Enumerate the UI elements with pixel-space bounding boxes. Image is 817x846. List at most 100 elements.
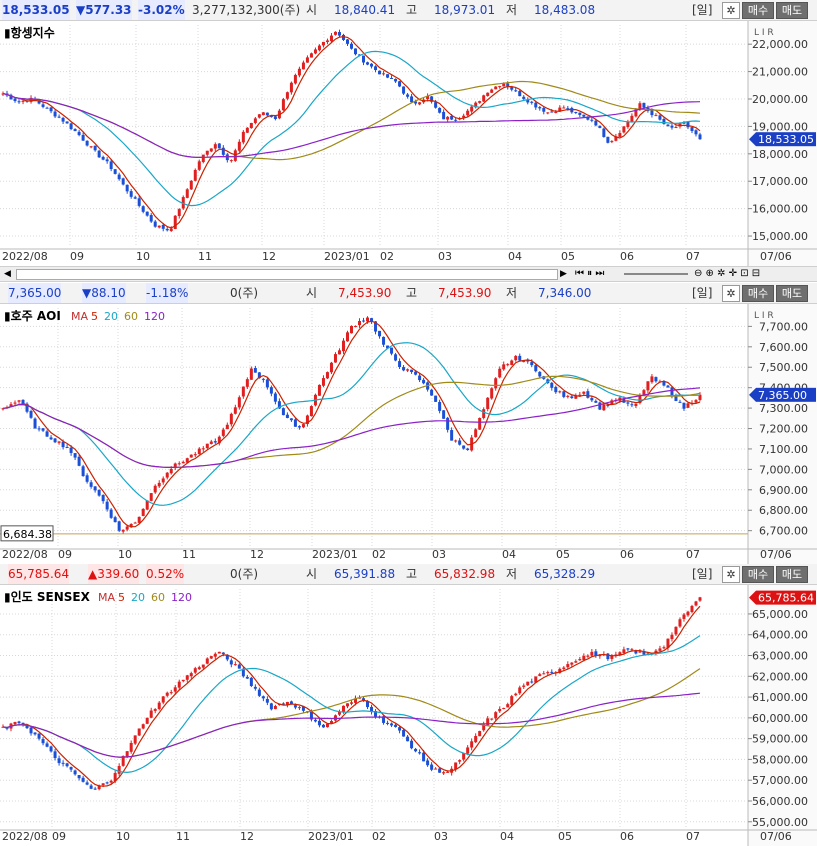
candle-body [682,614,686,619]
y-tick-label: 56,000.00 [752,795,808,808]
candle-body [129,523,133,528]
candle-body [53,751,57,759]
candle-body [9,404,13,407]
y-tick-label: 64,000.00 [752,629,808,642]
candle-body [550,382,554,388]
candle-body [634,109,638,117]
candle-body [382,336,386,345]
current-price-label: 7,365.00 [758,389,807,402]
candle-body [586,655,590,657]
change: ▲339.60 [88,564,140,584]
x-tick-label: 02 [380,250,394,263]
chart-hangseng: 22,000.00 21,000.00 20,000.00 19,000.00 18,0… [0,21,817,266]
candle-body [301,706,305,711]
candle-body [670,387,674,397]
chart-title: ▮인도 SENSEX [4,589,91,604]
ma5-line [2,320,701,528]
candle-body [297,68,301,76]
candle-body [466,110,470,116]
y-tick-label: 59,000.00 [752,733,808,746]
candle-body [73,453,77,458]
sell-button[interactable]: 매도 [776,2,808,19]
candle-body [61,441,65,448]
candle-body [29,727,33,734]
candle-body [490,89,494,93]
candle-body [189,180,193,190]
candle-body [622,126,626,133]
candle-body [53,111,57,117]
buy-button[interactable]: 매수 [742,285,774,302]
candle-body [530,362,534,366]
candle-body [498,86,502,88]
x-tick-label: 2022/08 [2,250,48,263]
ma5-line [2,36,701,229]
candle-body [450,116,454,120]
candle-body [598,125,602,128]
candle-body [446,417,450,430]
candle-body [550,111,554,113]
price: 65,785.64 [8,564,70,584]
x-tick-label: 09 [70,250,84,263]
candle-body [329,362,333,373]
candle-body [410,96,414,103]
chart-sensex: 65,000.00 64,000.00 63,000.00 62,000.00 61,0… [0,585,817,846]
candle-body [53,438,57,443]
candle-body [454,119,458,121]
settings-icon[interactable]: ✲ [722,285,740,302]
period-select[interactable]: [일] [692,3,713,17]
zoom-controls-icon[interactable]: ⊖ ⊕ ✲ ✛ ⊡ ⊟ [694,268,761,279]
candle-body [574,661,578,663]
y-tick-label: 7,500.00 [759,361,808,374]
sell-button[interactable]: 매도 [776,566,808,583]
candle-body [502,83,506,87]
candle-body [121,178,125,185]
candle-body [89,482,93,487]
buy-button[interactable]: 매수 [742,2,774,19]
candle-body [674,396,678,401]
candle-body [482,95,486,102]
candle-body [333,354,337,363]
candle-body [602,128,606,137]
playback-controls-icon[interactable]: ⏮ ⏸ ⏭ [575,268,605,279]
candle-body [650,376,654,383]
buy-button[interactable]: 매수 [742,566,774,583]
candle-body [41,739,45,744]
ma-legend-item: MA [71,310,88,323]
candle-body [269,703,273,710]
x-tick-label: 03 [432,548,446,561]
candle-body [81,466,85,477]
candle-body [658,115,662,120]
candle-body [25,403,29,412]
y-tick-label: 6,900.00 [759,484,808,497]
candle-body [426,760,430,766]
candle-body [486,718,490,726]
y-tick-label: 19,000.00 [752,120,808,133]
candle-body [514,693,518,696]
candle-body [129,742,133,752]
chart-scrollbar[interactable]: ◀ ▶ ⏮ ⏸ ⏭ ⊖ ⊕ ✲ ✛ ⊡ ⊟ [0,266,817,282]
candle-body [494,712,498,719]
period-select[interactable]: [일] [692,567,713,581]
scroll-right-icon[interactable]: ▶ [560,269,567,279]
x-tick-label: 2022/08 [2,830,48,843]
sell-button[interactable]: 매도 [776,285,808,302]
x-tick-label: 07 [686,830,700,843]
zoom-slider[interactable] [624,273,688,275]
candle-body [321,378,325,386]
candle-body [530,101,534,103]
scroll-left-icon[interactable]: ◀ [4,269,11,279]
candle-body [578,112,582,115]
period-select[interactable]: [일] [692,286,713,300]
open-value: 7,453.90 [338,286,392,300]
candle-body [225,654,229,660]
candle-body [81,777,85,782]
candle-body [69,123,73,130]
scroll-thumb[interactable] [16,269,558,280]
candle-body [366,62,370,65]
candle-body [414,748,418,752]
x-tick-label: 07/06 [760,548,792,561]
settings-icon[interactable]: ✲ [722,566,740,583]
settings-icon[interactable]: ✲ [722,2,740,19]
candle-body [558,668,562,673]
change: ▼88.10 [82,283,126,303]
